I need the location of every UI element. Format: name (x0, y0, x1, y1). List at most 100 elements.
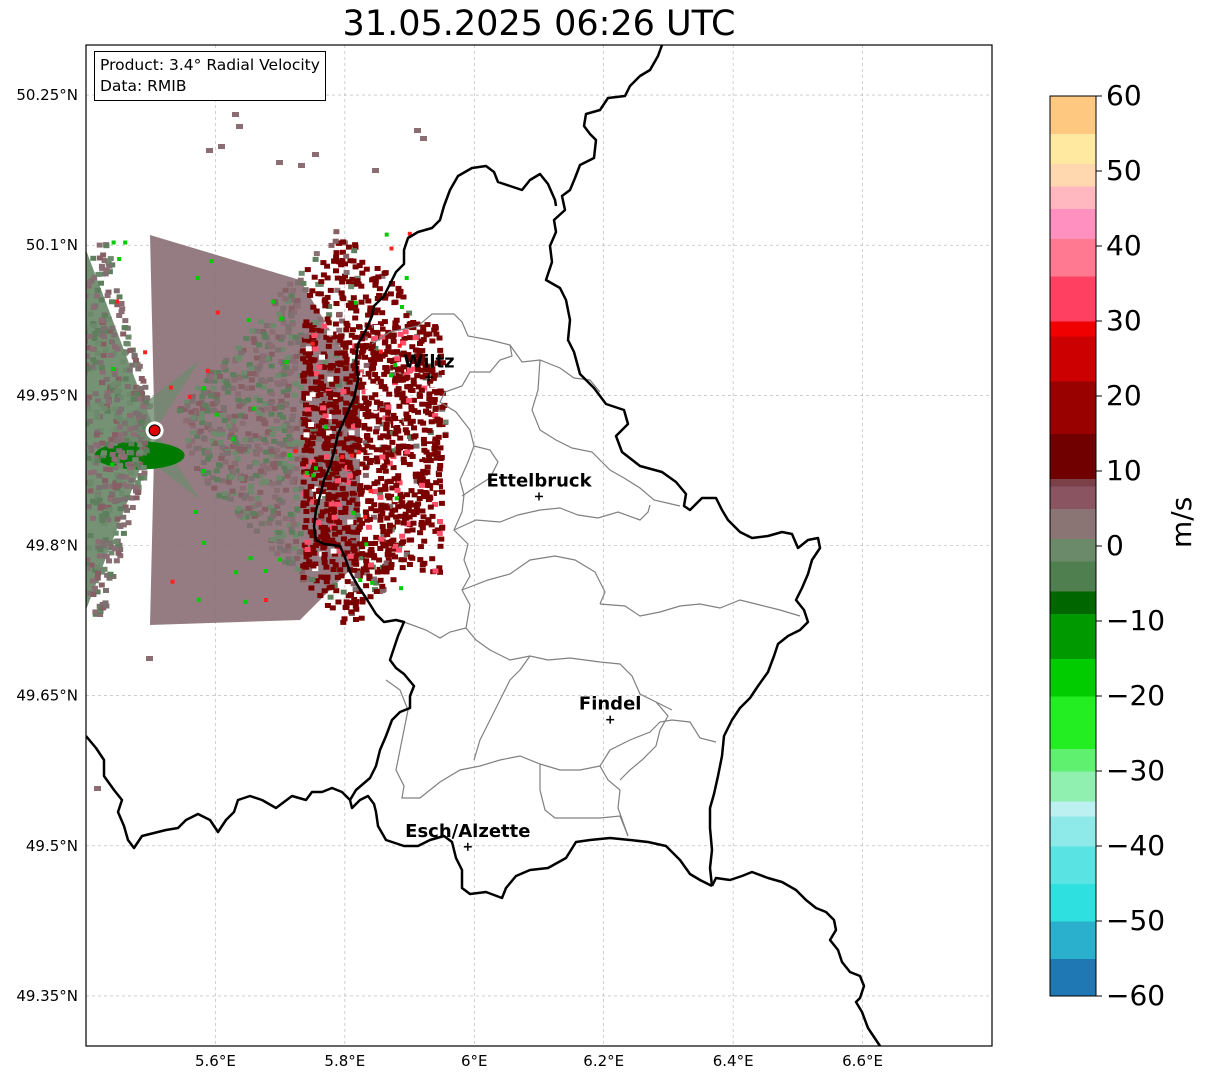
echo-pixel (102, 478, 108, 483)
echo-pixel (237, 473, 244, 478)
echo-pixel (187, 395, 192, 399)
echo-pixel (137, 473, 144, 478)
echo-pixel (338, 262, 345, 268)
echo-pixel (239, 420, 246, 426)
echo-pixel (345, 279, 352, 285)
echo-pixel (235, 397, 242, 403)
echo-pixel (306, 447, 313, 453)
echo-pixel (340, 389, 347, 395)
echo-pixel (350, 543, 357, 549)
echo-pixel (402, 511, 409, 517)
echo-pixel (78, 514, 84, 519)
echo-pixel (245, 444, 252, 449)
echo-pixel (116, 523, 123, 528)
echo-pixel (330, 388, 337, 394)
echo-pixel (206, 453, 213, 459)
echo-pixel (400, 305, 404, 309)
echo-pixel (277, 292, 284, 298)
echo-pixel (320, 383, 327, 389)
echo-pixel (325, 496, 332, 502)
echo-pixel (137, 449, 144, 455)
echo-pixel (303, 333, 310, 339)
echo-pixel (363, 515, 368, 519)
echo-pixel (287, 428, 294, 433)
echo-pixel (367, 305, 374, 311)
echo-pixel (349, 490, 356, 496)
echo-pixel (395, 428, 402, 434)
echo-pixel (211, 378, 218, 384)
echo-pixel (269, 432, 276, 437)
echo-pixel (269, 329, 276, 335)
echo-pixel (89, 346, 96, 352)
echo-pixel (234, 509, 241, 515)
echo-pixel (370, 350, 377, 356)
echo-pixel (413, 506, 420, 511)
echo-pixel (199, 394, 206, 400)
echo-pixel (419, 482, 425, 488)
echo-pixel (109, 325, 116, 331)
echo-pixel (281, 359, 287, 365)
echo-pixel (69, 415, 75, 420)
echo-pixel (428, 522, 435, 528)
echo-pixel (330, 331, 337, 337)
echo-pixel (111, 332, 118, 338)
echo-pixel (435, 365, 442, 371)
echo-pixel (422, 470, 428, 476)
echo-pixel (92, 391, 99, 397)
echo-pixel (394, 367, 401, 373)
echo-pixel (209, 475, 216, 481)
echo-pixel (138, 376, 145, 381)
echo-pixel (322, 303, 329, 309)
colorbar-segment (1050, 336, 1096, 382)
echo-pixel (361, 395, 368, 401)
echo-pixel (104, 390, 111, 396)
echo-pixel (399, 494, 405, 500)
echo-pixel (275, 530, 282, 536)
echo-pixel (372, 392, 379, 398)
echo-pixel (307, 323, 314, 329)
echo-pixel (334, 501, 341, 507)
echo-pixel (420, 436, 427, 442)
echo-pixel (259, 480, 266, 486)
echo-pixel (343, 320, 350, 326)
echo-pixel (90, 357, 97, 363)
echo-pixel (241, 446, 248, 452)
echo-pixel (86, 401, 91, 407)
echo-pixel (370, 514, 377, 520)
echo-pixel (362, 509, 369, 515)
echo-pixel (381, 371, 388, 377)
echo-pixel (330, 548, 337, 554)
echo-pixel (95, 487, 102, 493)
echo-pixel (415, 471, 422, 477)
echo-pixel (417, 544, 424, 550)
echo-pixel (112, 539, 119, 545)
echo-pixel (335, 360, 342, 366)
echo-pixel (324, 275, 331, 281)
echo-pixel (362, 411, 369, 417)
echo-pixel (356, 541, 363, 547)
echo-pixel (205, 421, 212, 427)
echo-pixel (378, 536, 385, 542)
echo-pixel (251, 503, 258, 509)
echo-pixel (383, 505, 390, 511)
echo-pixel (307, 357, 314, 363)
echo-pixel (98, 569, 105, 575)
echo-pixel (288, 464, 294, 470)
echo-pixel (304, 438, 311, 444)
echo-pixel (329, 363, 336, 369)
echo-pixel (417, 557, 424, 563)
echo-pixel (364, 542, 369, 547)
echo-pixel (135, 437, 142, 443)
echo-pixel (181, 407, 188, 412)
y-tick-label: 49.8°N (26, 537, 78, 555)
echo-pixel (205, 368, 210, 373)
echo-pixel (316, 473, 323, 478)
echo-pixel (319, 409, 326, 415)
echo-pixel (378, 476, 384, 481)
echo-pixel (310, 341, 315, 346)
echo-pixel (214, 477, 221, 483)
echo-pixel (270, 513, 277, 519)
echo-pixel (78, 363, 84, 368)
echo-pixel (221, 491, 228, 497)
echo-pixel (79, 464, 85, 469)
